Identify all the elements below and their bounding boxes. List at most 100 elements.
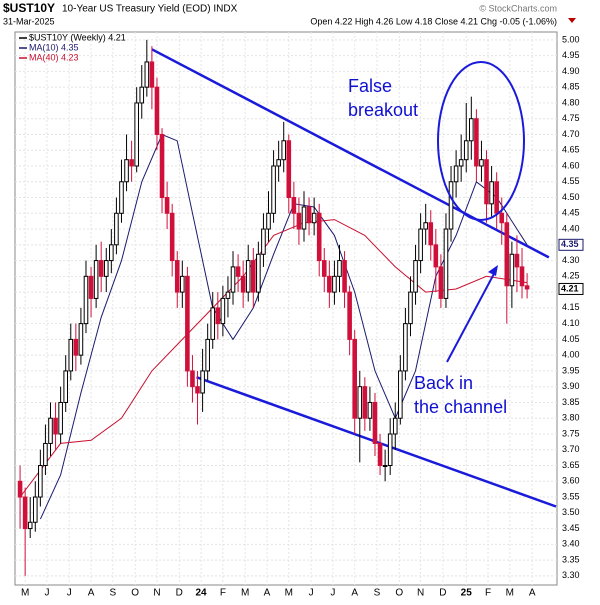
x-tick-label: N: [417, 588, 424, 599]
y-tick-label: 4.05: [562, 334, 580, 344]
y-tick-label: 3.70: [562, 444, 580, 454]
candle-body: [311, 212, 317, 224]
candle-body: [519, 266, 525, 287]
candle-body: [32, 496, 38, 523]
y-tick-label: 3.85: [562, 397, 580, 407]
candle-body: [448, 181, 454, 230]
x-tick-label: O: [131, 588, 139, 599]
y-tick-label: 4.00: [562, 350, 580, 360]
candle-body: [154, 86, 160, 135]
y-tick-label: 4.45: [562, 208, 580, 218]
candle-body: [159, 133, 165, 199]
candle-body: [27, 521, 33, 530]
candle-body: [78, 323, 84, 356]
x-tick-label: M: [21, 588, 29, 599]
candle-body: [250, 260, 256, 293]
candle-body: [306, 206, 312, 224]
candle-body: [423, 222, 428, 230]
y-tick-label: 4.85: [562, 82, 580, 92]
chart-title: $UST10Y: [3, 1, 55, 15]
quote: Open 4.22 High 4.26 Low 4.18 Close 4.21 …: [310, 16, 557, 26]
y-tick-label: 4.95: [562, 50, 580, 60]
candle-body: [286, 140, 292, 199]
candle-body: [48, 417, 53, 444]
candle-body: [332, 275, 337, 293]
legend-label: MA(10) 4.35: [29, 42, 79, 52]
x-tick-label: D: [439, 588, 446, 599]
candle-body: [98, 260, 104, 277]
x-tick-label: J: [67, 588, 72, 599]
candle-body: [22, 496, 28, 530]
candle-body: [134, 102, 139, 167]
candle-body: [281, 140, 287, 161]
candle-body: [276, 159, 281, 167]
y-tick-label: 4.60: [562, 160, 580, 170]
annotation: False: [348, 76, 392, 96]
candle-body: [509, 253, 515, 287]
candle-body: [180, 275, 185, 293]
candle-body: [403, 323, 408, 372]
y-tick-label: 3.40: [562, 539, 580, 549]
candle-body: [271, 165, 276, 214]
y-tick-label: 3.60: [562, 476, 580, 486]
candle-body: [261, 228, 266, 255]
candle-body: [164, 197, 170, 214]
candle-body: [58, 401, 63, 435]
y-tick-label: 4.90: [562, 66, 580, 76]
candle-body: [210, 307, 216, 340]
candle-body: [413, 260, 418, 293]
ma-end-label: 4.35: [561, 239, 579, 249]
candle-body: [93, 260, 99, 299]
annotation: Back in: [414, 373, 473, 393]
candle-body: [316, 212, 322, 262]
x-tick-label: J: [330, 588, 335, 599]
candle-body: [119, 181, 124, 214]
watermark: © StockCharts.com: [479, 3, 557, 13]
candle-body: [514, 253, 520, 268]
candle-body: [17, 480, 23, 498]
candle-body: [296, 212, 302, 230]
candle-body: [114, 212, 119, 246]
candle-body: [215, 307, 221, 325]
candle-body: [357, 386, 363, 419]
y-tick-label: 5.00: [562, 34, 580, 44]
y-tick-label: 3.90: [562, 381, 580, 391]
candle-body: [398, 370, 403, 419]
annotation: breakout: [348, 100, 418, 120]
candle-body: [443, 228, 449, 299]
legend-label: $UST10Y (Weekly) 4.21: [29, 32, 126, 42]
y-tick-label: 3.65: [562, 460, 580, 470]
candle-body: [382, 465, 388, 468]
candle-body: [347, 291, 352, 340]
candle-body: [504, 222, 510, 287]
candle-body: [129, 159, 134, 167]
candle-body: [494, 181, 499, 214]
candle-body: [342, 260, 347, 293]
candle-body: [124, 159, 129, 183]
x-tick-label: N: [153, 588, 160, 599]
candle-body: [367, 401, 373, 419]
arrow-head: [488, 265, 498, 276]
y-tick-label: 3.35: [562, 554, 580, 564]
y-tick-label: 3.55: [562, 491, 580, 501]
candle-body: [174, 260, 180, 293]
x-tick-label: A: [264, 588, 271, 599]
candle-body: [185, 275, 190, 372]
y-tick-label: 4.75: [562, 113, 580, 123]
candle-body: [479, 159, 484, 167]
x-tick-label: J: [44, 588, 49, 599]
candle-body: [256, 253, 261, 293]
y-tick-label: 4.55: [562, 176, 580, 186]
candle-body: [240, 275, 246, 293]
candle-body: [499, 212, 505, 224]
candle-body: [408, 291, 413, 325]
y-tick-label: 4.15: [562, 302, 580, 312]
candle-body: [387, 433, 393, 467]
candle-body: [327, 275, 332, 293]
candle-body: [190, 370, 195, 388]
chart-date: 31-Mar-2025: [3, 16, 55, 26]
candle-body: [88, 275, 94, 299]
candle-body: [321, 260, 327, 277]
menu-arrow: [568, 18, 576, 23]
